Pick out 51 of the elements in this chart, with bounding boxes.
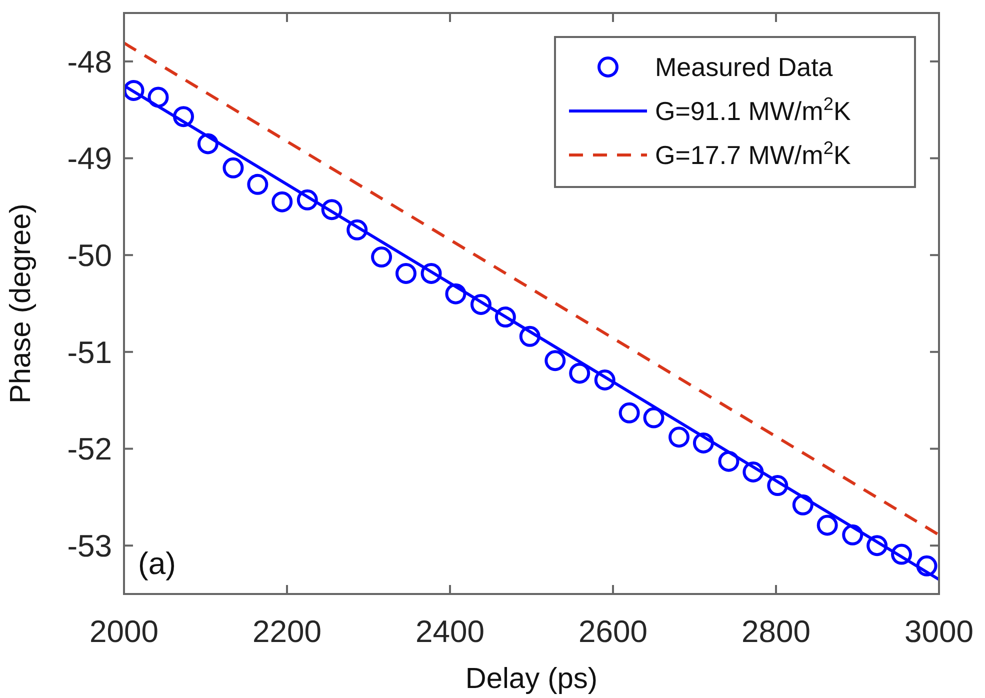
y-tick-label: -49	[67, 141, 112, 176]
y-axis-title: Phase (degree)	[5, 204, 37, 404]
point	[742, 461, 764, 482]
point	[197, 133, 218, 154]
point	[371, 246, 392, 268]
x-axis-title: Delay (ps)	[465, 663, 598, 695]
point	[247, 174, 268, 195]
y-tick-label: -50	[67, 238, 112, 273]
point	[445, 283, 466, 304]
annotation: (a)	[138, 546, 176, 581]
y-tick-label: -52	[67, 432, 112, 467]
x-tick-label: 2600	[578, 614, 648, 649]
y-tick-label: -53	[67, 528, 112, 564]
point	[594, 370, 616, 390]
point	[321, 199, 342, 220]
point	[420, 262, 442, 284]
point	[643, 407, 664, 428]
point	[692, 432, 714, 454]
legend-label: G=17.7 MW/m$^{2}$K	[655, 138, 852, 170]
x-tick-label: 2400	[416, 614, 484, 649]
point	[816, 514, 838, 536]
point	[866, 535, 888, 556]
y-tick-label: -51	[67, 334, 112, 370]
point	[296, 189, 318, 210]
point	[544, 350, 566, 372]
point	[172, 106, 194, 128]
legend-label: G=91.1 MW/m$^{2}$K	[655, 94, 852, 126]
x-tick-label: 2000	[90, 614, 158, 649]
point	[792, 494, 814, 516]
x-tick-label: 2800	[742, 614, 810, 649]
point	[395, 262, 416, 284]
point	[891, 544, 912, 565]
legend-label: Measured Data	[655, 52, 834, 82]
point	[767, 475, 788, 496]
point	[718, 450, 740, 472]
point	[569, 362, 590, 384]
x-tick-label: 2200	[252, 614, 322, 649]
point	[148, 86, 169, 108]
x-tick-label: 3000	[904, 614, 974, 649]
point	[123, 80, 144, 101]
point	[668, 426, 690, 448]
point	[916, 555, 938, 576]
point	[494, 306, 516, 328]
point	[346, 219, 368, 240]
point	[272, 191, 293, 212]
point	[519, 326, 540, 347]
point	[618, 402, 640, 424]
point	[222, 157, 244, 178]
point	[842, 524, 864, 546]
y-tick-label: -48	[67, 44, 112, 80]
point	[470, 294, 492, 315]
